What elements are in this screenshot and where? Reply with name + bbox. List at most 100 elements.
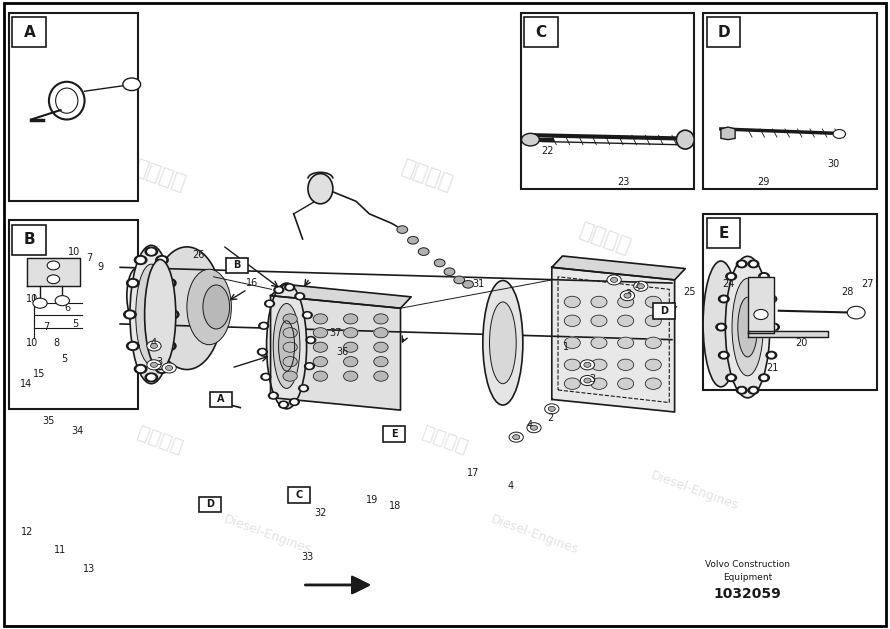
Bar [524,17,558,47]
Circle shape [307,364,312,368]
Circle shape [591,359,607,370]
Text: A: A [217,394,224,404]
Circle shape [591,337,607,348]
Text: 27: 27 [862,279,874,289]
Circle shape [156,255,168,264]
Circle shape [123,78,141,91]
Polygon shape [748,331,828,337]
Circle shape [47,275,60,284]
Circle shape [418,248,429,255]
Circle shape [397,226,408,233]
Polygon shape [721,127,735,140]
Text: E: E [718,226,729,241]
Circle shape [295,293,304,300]
Circle shape [126,342,139,350]
Circle shape [166,281,174,286]
Circle shape [129,281,136,286]
Circle shape [739,388,744,392]
Circle shape [645,359,661,370]
Bar [198,497,221,512]
Circle shape [374,357,388,367]
Text: D: D [206,499,214,509]
Circle shape [344,328,358,338]
Circle shape [285,284,295,291]
Bar [210,391,231,408]
Circle shape [718,352,729,359]
Circle shape [299,385,309,392]
Text: 4: 4 [508,481,514,491]
Circle shape [548,406,555,411]
Circle shape [434,259,445,267]
Circle shape [761,376,766,380]
Circle shape [281,403,287,406]
Circle shape [344,371,358,381]
Text: 16: 16 [246,278,258,288]
Circle shape [162,363,176,373]
Circle shape [769,353,774,357]
Text: 26: 26 [192,250,205,260]
Circle shape [264,300,274,307]
Circle shape [166,365,173,370]
Text: 37: 37 [329,328,342,338]
Ellipse shape [732,278,764,376]
Circle shape [751,388,756,392]
Circle shape [748,386,759,394]
Circle shape [729,274,734,278]
Circle shape [126,279,139,287]
Circle shape [126,312,134,317]
Polygon shape [552,267,675,412]
Bar [653,304,675,320]
Bar [703,13,877,189]
Circle shape [308,338,313,342]
Ellipse shape [151,247,222,369]
Text: 柴发动力: 柴发动力 [420,423,470,457]
Ellipse shape [738,297,757,357]
Circle shape [408,237,418,244]
Polygon shape [27,258,80,286]
Text: C: C [536,25,546,40]
Text: 7: 7 [43,322,50,332]
Circle shape [145,247,158,256]
Text: Equipment: Equipment [723,573,773,582]
Text: 柴发动力: 柴发动力 [708,268,752,298]
Text: 31: 31 [473,279,485,289]
Bar [9,220,138,409]
Circle shape [564,359,580,370]
Circle shape [463,281,473,288]
Circle shape [287,286,292,289]
Text: B: B [233,260,240,270]
Circle shape [137,367,144,372]
Text: 柴发动力: 柴发动力 [132,158,189,194]
Circle shape [147,341,161,351]
Circle shape [618,359,634,370]
Circle shape [645,296,661,308]
Polygon shape [748,277,774,333]
Text: 11: 11 [54,545,67,555]
Circle shape [169,312,176,317]
Circle shape [751,262,756,266]
Circle shape [306,337,316,343]
Circle shape [726,374,737,382]
Text: 1032059: 1032059 [714,587,781,601]
Circle shape [564,378,580,389]
Circle shape [55,296,69,306]
Circle shape [645,315,661,326]
Circle shape [374,342,388,352]
Circle shape [134,255,147,264]
Circle shape [344,314,358,324]
Circle shape [634,281,648,291]
Text: 14: 14 [20,379,32,389]
Text: 6: 6 [65,303,70,313]
Ellipse shape [308,174,333,204]
Circle shape [47,261,60,270]
Text: 35: 35 [42,416,54,426]
Ellipse shape [187,269,231,345]
Text: 19: 19 [366,495,378,505]
Circle shape [645,378,661,389]
Circle shape [736,386,747,394]
Bar [288,487,310,503]
Ellipse shape [273,303,300,388]
Circle shape [624,293,631,298]
Circle shape [164,279,176,287]
Text: 9: 9 [98,262,103,272]
